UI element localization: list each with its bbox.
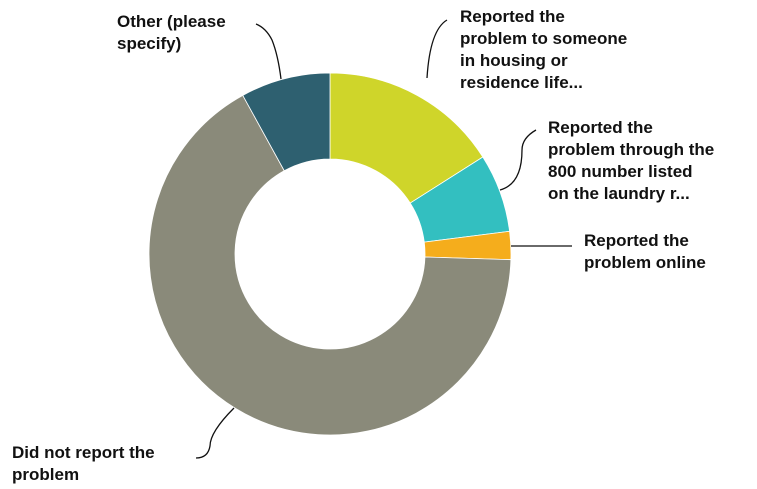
leader-line-reported-the-problem-to-someone-in-housing-or-residence-life [426,19,448,79]
slice-label-line: Other (please [117,12,226,31]
slice-label-reported-the-problem-online: Reported the problem online [584,231,706,272]
leader-line-other-please-specify [255,23,282,80]
slice-reported-the-problem-to-someone-in-housing-or-residence-life [329,72,484,204]
slice-other-please-specify [242,72,331,172]
slice-label-reported-the-problem-to-someone-in-housing-or-residence-life: Reported the problem to someone in housing… [460,7,627,92]
slice-label-line: residence life... [460,73,583,92]
slice-label-line: in housing or [460,51,568,70]
slice-label-line: 800 number listed [548,162,693,181]
slice-label-line: specify) [117,34,181,53]
slice-label-line: on the laundry r... [548,184,690,203]
slice-label-line: Reported the [548,118,653,137]
slice-label-line: Reported the [460,7,565,26]
slice-label-did-not-report-the-problem: Did not report the problem [12,443,155,484]
slice-label-line: Did not report the [12,443,155,462]
slice-label-line: Reported the [584,231,689,250]
slice-label-line: problem [12,465,79,484]
slice-did-not-report-the-problem [148,94,512,436]
slice-label-other-please-specify: Other (please specify) [117,12,226,53]
slices-group [148,72,512,436]
leader-lines-group [195,19,572,459]
slice-label-line: problem through the [548,140,714,159]
slice-label-reported-the-problem-through-the-800-number-listed-on-the-laundry-r: Reported the problem through the 800 numbe… [548,118,714,203]
slice-label-line: problem to someone [460,29,627,48]
leader-line-did-not-report-the-problem [195,407,235,459]
labels-group: Reported the problem to someone in housing… [12,7,714,484]
slice-label-line: problem online [584,253,706,272]
leader-line-reported-the-problem-through-the-800-number-listed-on-the-laundry-r [499,129,537,191]
